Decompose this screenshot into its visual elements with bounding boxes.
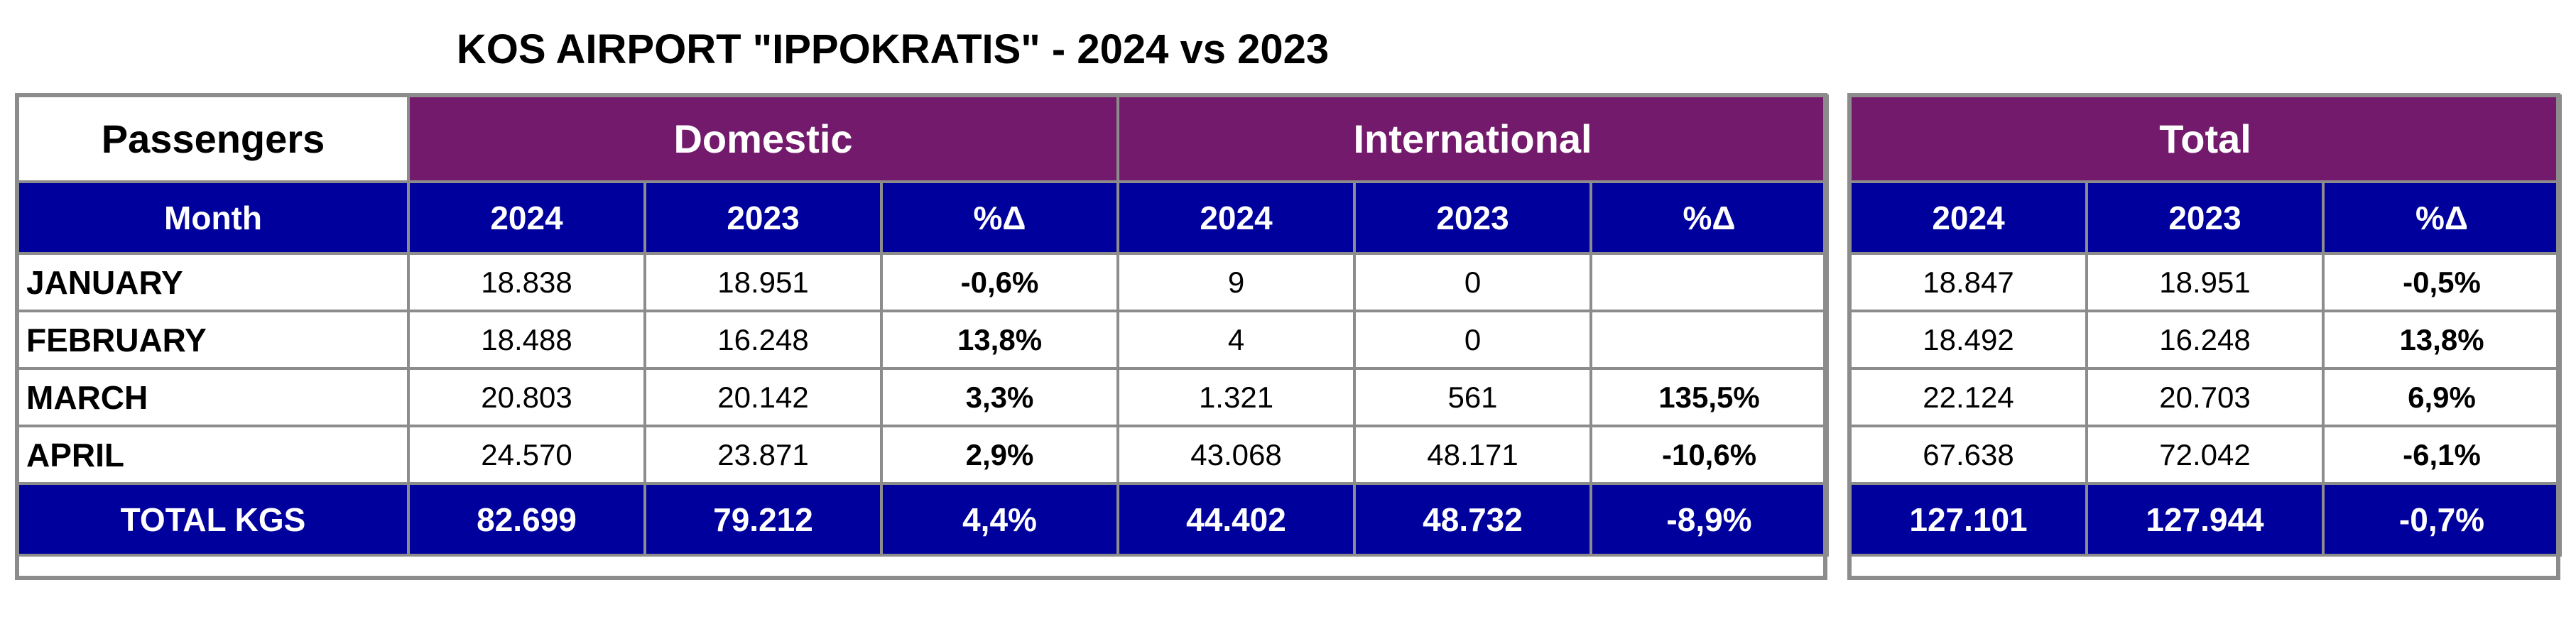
domestic-change-cell: -0,6% [879,252,1120,312]
total-change-cell: 6,9% [2321,367,2563,427]
international-2023-cell: 48.171 [1353,425,1593,485]
international-2024-total: 44.402 [1116,482,1357,557]
domestic-2023-cell: 16.248 [643,310,883,370]
domestic-change-header: %Δ [879,180,1120,255]
grand-total-2024: 127.101 [1849,482,2088,557]
table-row: 18.847 18.951 -0,5% [1849,252,2563,312]
international-2023-cell: 0 [1353,252,1593,312]
international-change-header: %Δ [1589,180,1830,255]
page-title: KOS AIRPORT "IPPOKRATIS" - 2024 vs 2023 [456,26,1330,72]
domestic-change-total: 4,4% [879,482,1120,557]
international-2023-header: 2023 [1353,180,1593,255]
month-cell: MARCH [16,367,410,427]
month-cell: FEBRUARY [16,310,410,370]
domestic-2023-cell: 20.142 [643,367,883,427]
total-table: Total 2024 2023 %Δ 18.847 18.951 -0,5% 1… [1848,94,2563,557]
international-change-cell [1589,252,1830,312]
domestic-2024-cell: 20.803 [407,367,646,427]
domestic-2023-cell: 23.871 [643,425,883,485]
international-change-total: -8,9% [1589,482,1830,557]
total-2023-header: 2023 [2085,180,2325,255]
total-change-cell: 13,8% [2321,310,2563,370]
total-header: Total [1848,94,2563,183]
total-2024-cell: 22.124 [1849,367,2088,427]
month-column-header: Month [16,180,410,255]
international-2023-cell: 0 [1353,310,1593,370]
total-change-cell: -0,5% [2321,252,2563,312]
total-change-cell: -6,1% [2321,425,2563,485]
domestic-change-cell: 2,9% [879,425,1120,485]
table-row: APRIL 24.570 23.871 2,9% 43.068 48.171 -… [16,425,1830,485]
domestic-change-cell: 13,8% [879,310,1120,370]
domestic-2023-total: 79.212 [643,482,883,557]
domestic-2024-total: 82.699 [407,482,646,557]
total-2023-cell: 20.703 [2085,367,2325,427]
domestic-2023-cell: 18.951 [643,252,883,312]
total-2024-header: 2024 [1849,180,2088,255]
international-change-cell: -10,6% [1589,425,1830,485]
passengers-table: Passengers Domestic International Month … [16,94,1830,557]
month-cell: JANUARY [16,252,410,312]
domestic-change-cell: 3,3% [879,367,1120,427]
total-2023-cell: 16.248 [2085,310,2325,370]
table-row: 22.124 20.703 6,9% [1849,367,2563,427]
international-2024-header: 2024 [1116,180,1357,255]
column-header-row: 2024 2023 %Δ [1849,180,2563,255]
international-2024-cell: 1.321 [1116,367,1357,427]
total-change-header: %Δ [2321,180,2563,255]
total-row: 127.101 127.944 -0,7% [1849,482,2563,557]
grand-total-change: -0,7% [2321,482,2563,557]
international-change-cell: 135,5% [1589,367,1830,427]
international-header: International [1116,94,1830,183]
table-row: MARCH 20.803 20.142 3,3% 1.321 561 135,5… [16,367,1830,427]
total-row: TOTAL KGS 82.699 79.212 4,4% 44.402 48.7… [16,482,1830,557]
total-2024-cell: 18.492 [1849,310,2088,370]
column-header-row: Month 2024 2023 %Δ 2024 2023 %Δ [16,180,1830,255]
total-2024-cell: 67.638 [1849,425,2088,485]
international-2023-total: 48.732 [1353,482,1593,557]
month-cell: APRIL [16,425,410,485]
international-2024-cell: 43.068 [1116,425,1357,485]
domestic-header: Domestic [406,94,1120,183]
table-row: 18.492 16.248 13,8% [1849,310,2563,370]
international-2024-cell: 9 [1116,252,1357,312]
domestic-2024-cell: 18.838 [407,252,646,312]
total-label-cell: TOTAL KGS [16,482,410,557]
international-2023-cell: 561 [1353,367,1593,427]
group-header-row: Passengers Domestic International [16,94,1830,183]
grand-total-2023: 127.944 [2085,482,2325,557]
domestic-2024-cell: 18.488 [407,310,646,370]
table-row: FEBRUARY 18.488 16.248 13,8% 4 0 [16,310,1830,370]
total-2023-cell: 72.042 [2085,425,2325,485]
international-change-cell [1589,310,1830,370]
domestic-2024-header: 2024 [407,180,646,255]
international-2024-cell: 4 [1116,310,1357,370]
passengers-header: Passengers [16,94,410,183]
table-row: JANUARY 18.838 18.951 -0,6% 9 0 [16,252,1830,312]
domestic-2023-header: 2023 [643,180,883,255]
domestic-2024-cell: 24.570 [407,425,646,485]
total-2024-cell: 18.847 [1849,252,2088,312]
group-header-row: Total [1848,94,2563,183]
table-row: 67.638 72.042 -6,1% [1849,425,2563,485]
total-2023-cell: 18.951 [2085,252,2325,312]
